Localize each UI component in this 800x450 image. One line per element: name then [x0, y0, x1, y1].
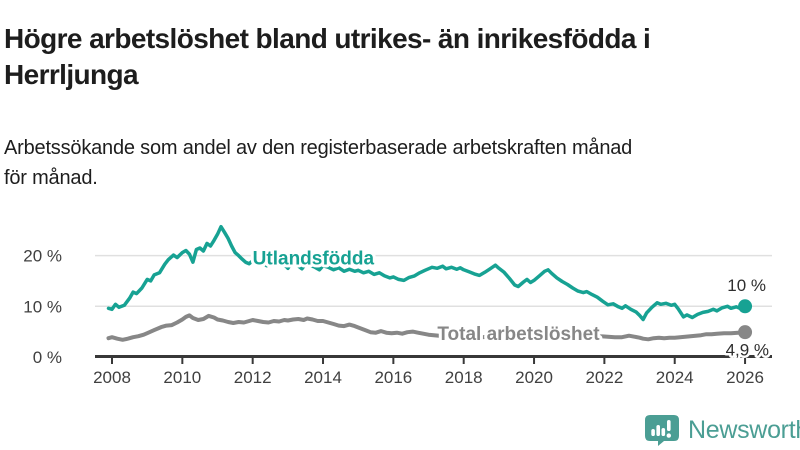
series-line-total [106, 313, 748, 342]
x-tick-label-2026: 2026 [726, 368, 764, 387]
x-tick-label-2022: 2022 [585, 368, 623, 387]
page-title: Högre arbetslöshet bland utrikes- än inr… [4, 22, 651, 91]
y-tick-label-10: 10 % [23, 297, 62, 316]
end-value-label-utlandsfodda: 10 % [727, 276, 766, 295]
series-label-total: Total arbetslöshet [437, 324, 600, 345]
newsworthy-speech-bubble-chart-icon [645, 415, 679, 446]
series-line-utlandsfodda [106, 224, 747, 322]
series-end-dot-total [738, 325, 753, 340]
series-label-utlandsfodda: Utlandsfödda [253, 249, 375, 270]
x-tick-label-2010: 2010 [163, 368, 201, 387]
y-tick-label-20: 20 % [23, 247, 62, 266]
page-subtitle: Arbetssökande som andel av den registerb… [4, 137, 633, 189]
x-tick-label-2012: 2012 [234, 368, 272, 387]
x-tick-label-2020: 2020 [515, 368, 553, 387]
x-tick-label-2016: 2016 [374, 368, 412, 387]
newsworthy-logo: Newsworthy [645, 415, 800, 446]
end-value-label-total: 4,9 % [726, 341, 769, 360]
x-tick-label-2018: 2018 [445, 368, 483, 387]
series-end-dot-utlandsfodda [738, 299, 753, 314]
x-tick-label-2008: 2008 [93, 368, 131, 387]
x-tick-label-2024: 2024 [656, 368, 694, 387]
newsworthy-logo-text: Newsworthy [688, 416, 800, 444]
x-tick-label-2014: 2014 [304, 368, 342, 387]
y-tick-label-0: 0 % [33, 348, 62, 367]
